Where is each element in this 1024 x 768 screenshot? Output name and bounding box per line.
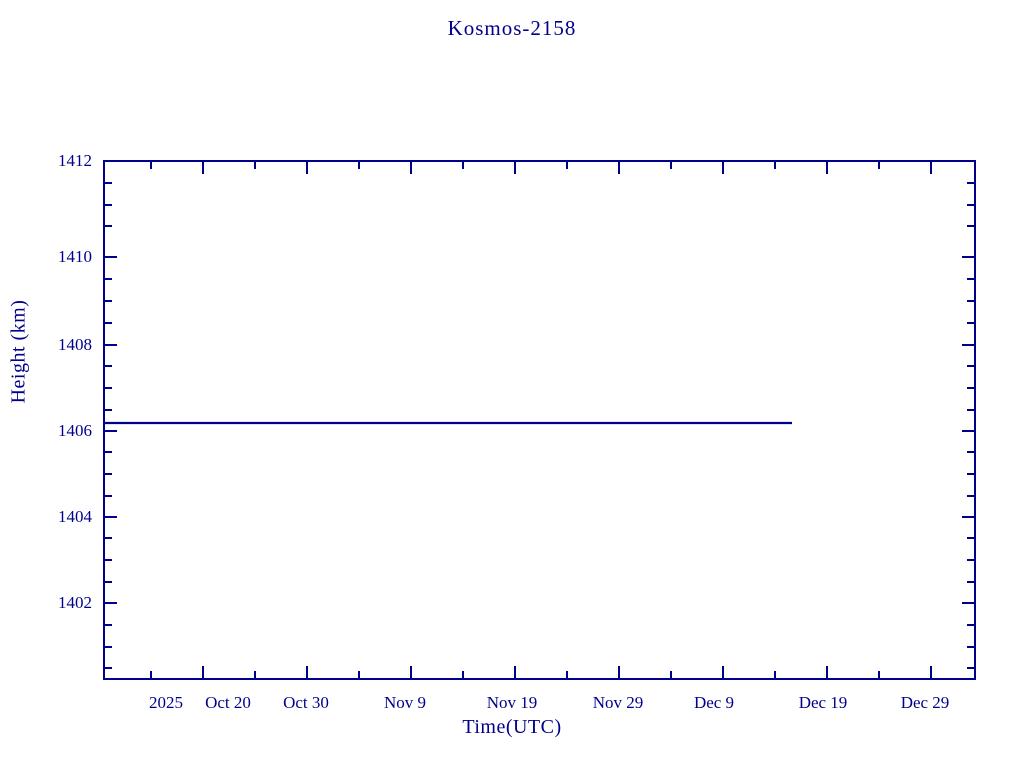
y-axis-minor-ticks [104,182,112,669]
y-axis-right-minor-ticks [967,182,975,669]
x-axis-title: Time(UTC) [462,716,562,738]
x-tick-label: Dec 19 [798,693,848,712]
x-tick-label: Oct 30 [283,693,329,712]
plot-frame [103,160,976,680]
x-tick-label: Nov 19 [486,693,538,712]
x-tick-label: 2025 [149,693,183,712]
y-tick-label: 1402 [58,593,92,612]
x-tick-label: Oct 20 [205,693,251,712]
x-tick-label: Dec 29 [900,693,950,712]
x-tick-label: Dec 9 [693,693,735,712]
x-tick-label: Nov 29 [592,693,644,712]
x-axis-major-ticks [202,666,932,679]
page-title: Kosmos-2158 [447,16,577,40]
y-axis-right-major-ticks [962,160,975,604]
y-tick-label: 1412 [58,151,92,170]
y-axis-major-ticks [104,160,117,604]
x-axis-minor-ticks [150,671,880,679]
y-axis-title: Height (km) [7,299,30,404]
y-tick-label: 1410 [58,247,92,266]
y-tick-label: 1408 [58,335,92,354]
x-axis-top-major-ticks [202,161,932,174]
y-tick-label: 1404 [58,507,92,526]
x-axis-top-minor-ticks [150,161,880,169]
y-tick-label: 1406 [58,421,92,440]
x-tick-label: Nov 9 [383,693,427,712]
